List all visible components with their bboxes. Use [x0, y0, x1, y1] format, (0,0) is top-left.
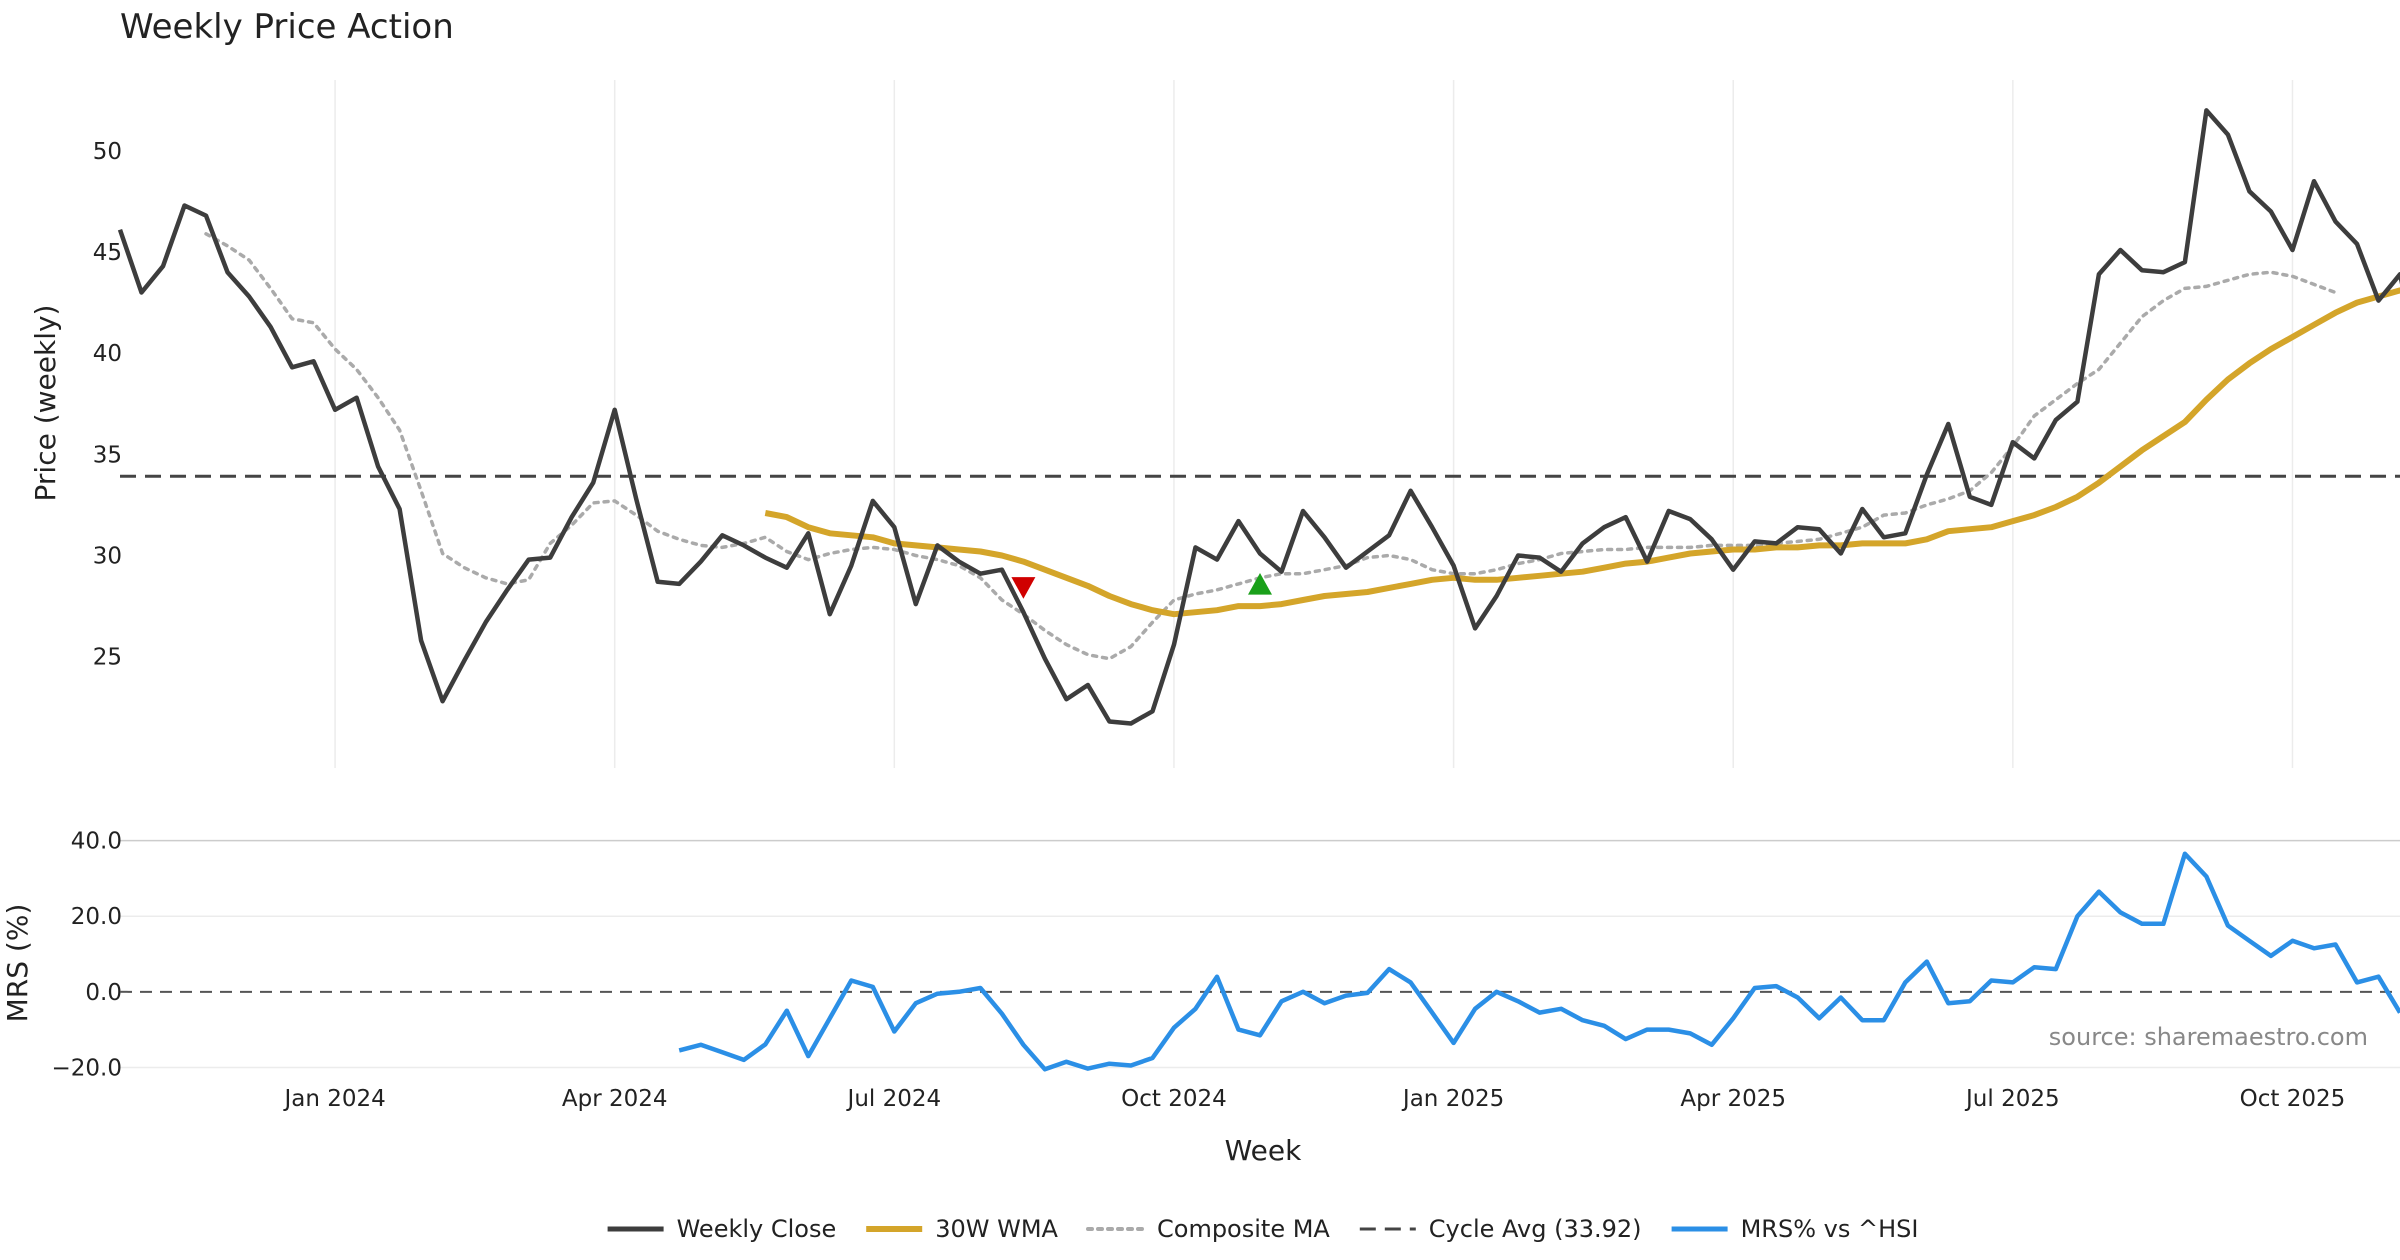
legend-label-wma: 30W WMA	[935, 1215, 1058, 1243]
price-y-ticks: 25 30 35 40 45 50	[93, 139, 122, 671]
mrs-y-tick-label: −20.0	[52, 1055, 122, 1081]
price-y-tick-label: 25	[93, 645, 122, 671]
price-y-tick-label: 35	[93, 442, 122, 468]
mrs-panel: 40.0 20.0 0.0 −20.0 MRS (%) source: sharema…	[1, 829, 2400, 1082]
x-tick-label: Jul 2024	[846, 1086, 942, 1112]
source-note: source: sharemaestro.com	[2049, 1023, 2368, 1051]
x-tick-label: Apr 2024	[562, 1086, 668, 1112]
mrs-y-tick-label: 0.0	[85, 980, 122, 1006]
x-tick-label: Oct 2025	[2240, 1086, 2346, 1112]
mrs-y-ticks: 40.0 20.0 0.0 −20.0	[52, 829, 122, 1082]
price-y-tick-label: 30	[93, 544, 122, 570]
buy-signal-marker	[1248, 573, 1272, 595]
mrs-y-tick-label: 40.0	[71, 829, 122, 855]
legend: Weekly Close 30W WMA Composite MA Cycle Avg…	[607, 1215, 1919, 1243]
legend-item-composite: Composite MA	[1086, 1215, 1330, 1243]
price-panel: 25 30 35 40 45 50 Price (weekly)	[29, 80, 2400, 768]
mrs-line	[678, 851, 2400, 1072]
chart-title: Weekly Price Action	[120, 7, 454, 47]
weekly-close-line	[117, 108, 2400, 726]
x-tick-label: Jul 2025	[1964, 1086, 2060, 1112]
legend-item-wma: 30W WMA	[866, 1215, 1059, 1243]
legend-item-cycle: Cycle Avg (33.92)	[1359, 1215, 1642, 1243]
wma-30w-line	[764, 287, 2400, 618]
legend-label-close: Weekly Close	[677, 1215, 837, 1243]
x-tick-label: Apr 2025	[1680, 1086, 1786, 1112]
x-tick-label: Jan 2025	[1401, 1086, 1504, 1112]
x-tick-label: Oct 2024	[1121, 1086, 1227, 1112]
legend-item-close: Weekly Close	[607, 1215, 837, 1243]
price-y-tick-label: 45	[93, 240, 122, 266]
price-grid	[334, 80, 2294, 768]
legend-label-mrs: MRS% vs ^HSI	[1741, 1215, 1919, 1243]
price-y-tick-label: 40	[93, 341, 122, 367]
signal-markers	[1011, 573, 1272, 599]
price-y-tick-label: 50	[93, 139, 122, 165]
legend-item-mrs: MRS% vs ^HSI	[1671, 1215, 1919, 1243]
mrs-y-axis-title: MRS (%)	[1, 904, 34, 1023]
price-y-axis-title: Price (weekly)	[29, 305, 62, 502]
x-axis-title: Week	[1225, 1134, 1302, 1167]
mrs-grid	[120, 839, 2400, 1069]
legend-label-composite: Composite MA	[1157, 1215, 1330, 1243]
x-axis-ticks: Jan 2024 Apr 2024 Jul 2024 Oct 2024 Jan 2025…	[282, 1086, 2345, 1112]
sell-signal-marker	[1011, 577, 1036, 599]
mrs-y-tick-label: 20.0	[71, 904, 122, 930]
x-tick-label: Jan 2024	[282, 1086, 385, 1112]
legend-label-cycle: Cycle Avg (33.92)	[1429, 1215, 1642, 1243]
